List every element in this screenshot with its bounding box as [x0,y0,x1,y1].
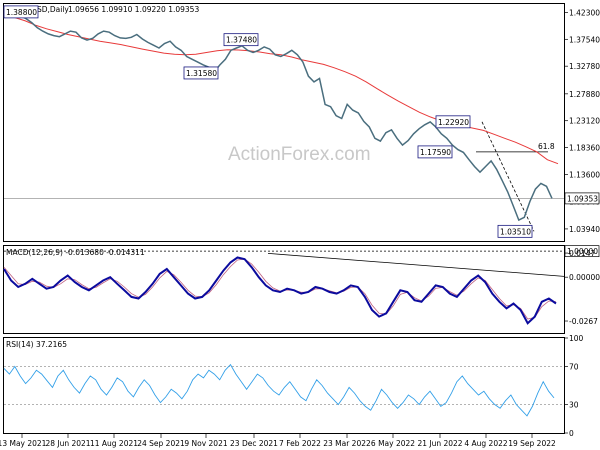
macd-line [3,256,557,325]
price-layer: 61.8 1.38800 1.37480 1.31580 1.22920 1.17590 1… [3,5,564,252]
current-price-tag-label: 1.09353 [567,194,598,203]
price-panel-frame [3,3,565,242]
rsi-y-tick-label-2: 30 [569,401,579,410]
macd-label: MACD(12,26,9) -0.013680 -0.014311 [6,248,145,257]
x-tick-label-3: 24 Sep 2021 [137,439,185,448]
price-y-tick-label-6: 1.13600 [569,170,600,179]
watermark: ActionForex.com [228,144,371,165]
rsi-line [3,363,555,417]
axis-layer: 1.42300 1.37540 1.32780 1.27880 1.23120 1.183… [0,8,600,448]
macd-y-tick-label-0: 0.0147 [569,249,595,258]
price-line [3,14,553,222]
rsi-y-tick-label-3: 0 [569,429,574,438]
price-y-tick-label-8: 1.03940 [569,225,600,234]
rsi-y-tick-label-0: 100 [569,334,584,343]
x-tick-label-9: 21 Jun 2022 [417,439,462,448]
macd-divergence-line [267,252,565,277]
x-tick-label-4: 9 Nov 2021 [184,439,227,448]
price-y-tick-label-5: 1.18360 [569,144,600,153]
price-annotation-box-3 [435,115,471,129]
current-price-tag [564,192,600,205]
x-tick-label-1: 28 Jun 2021 [45,439,90,448]
parity-tag [564,245,600,258]
macd-y-tick-label-1: 0.00000 [569,273,600,282]
price-annotation-1: 1.37480 [226,36,257,45]
rsi-y-tick-label-1: 70 [569,363,579,372]
price-annotation-0: 1.38800 [6,8,37,17]
price-annotation-4: 1.17590 [420,148,451,157]
price-annotation-2: 1.31580 [186,69,217,78]
price-annotation-box-1 [223,33,259,47]
macd-panel-frame [3,245,565,334]
macd-layer [3,252,565,325]
x-tick-label-5: 23 Dec 2021 [230,439,278,448]
x-tick-label-6: 7 Feb 2022 [279,439,321,448]
price-y-tick-label-3: 1.27880 [569,90,600,99]
x-tick-label-8: 6 May 2022 [371,439,415,448]
price-annotation-box-2 [183,66,219,80]
x-tick-label-2: 11 Aug 2021 [90,439,138,448]
rsi-layer [3,363,564,417]
x-tick-label-7: 23 Mar 2022 [323,439,371,448]
price-y-tick-label-0: 1.42300 [569,8,600,17]
chart-symbol: GBPUSD,Daily [16,5,69,14]
price-annotation-5: 1.03510 [500,227,531,236]
x-tick-label-10: 4 Aug 2022 [464,439,507,448]
macd-y-tick-label-2: -0.0267 [569,317,598,326]
rsi-label: RSI(14) 37.2165 [6,340,67,349]
fibonacci-label: 61.8 [538,142,555,151]
price-y-tick-label-1: 1.37540 [569,35,600,44]
price-annotation-3: 1.22920 [438,118,469,127]
price-annotation-box-5 [497,224,533,238]
price-annotation-box-4 [417,145,453,159]
price-y-tick-label-4: 1.23120 [569,117,600,126]
price-y-tick-label-2: 1.32780 [569,62,600,71]
x-tick-label-0: 13 May 2021 [0,439,47,448]
ohlc-readout: 1.09656 1.09910 1.09220 1.09353 [68,5,199,14]
rsi-panel-frame [3,337,565,434]
x-tick-label-11: 19 Sep 2022 [508,439,556,448]
parity-tag-label: 1.00000 [567,247,598,256]
price-annotation-box-0 [3,5,39,19]
